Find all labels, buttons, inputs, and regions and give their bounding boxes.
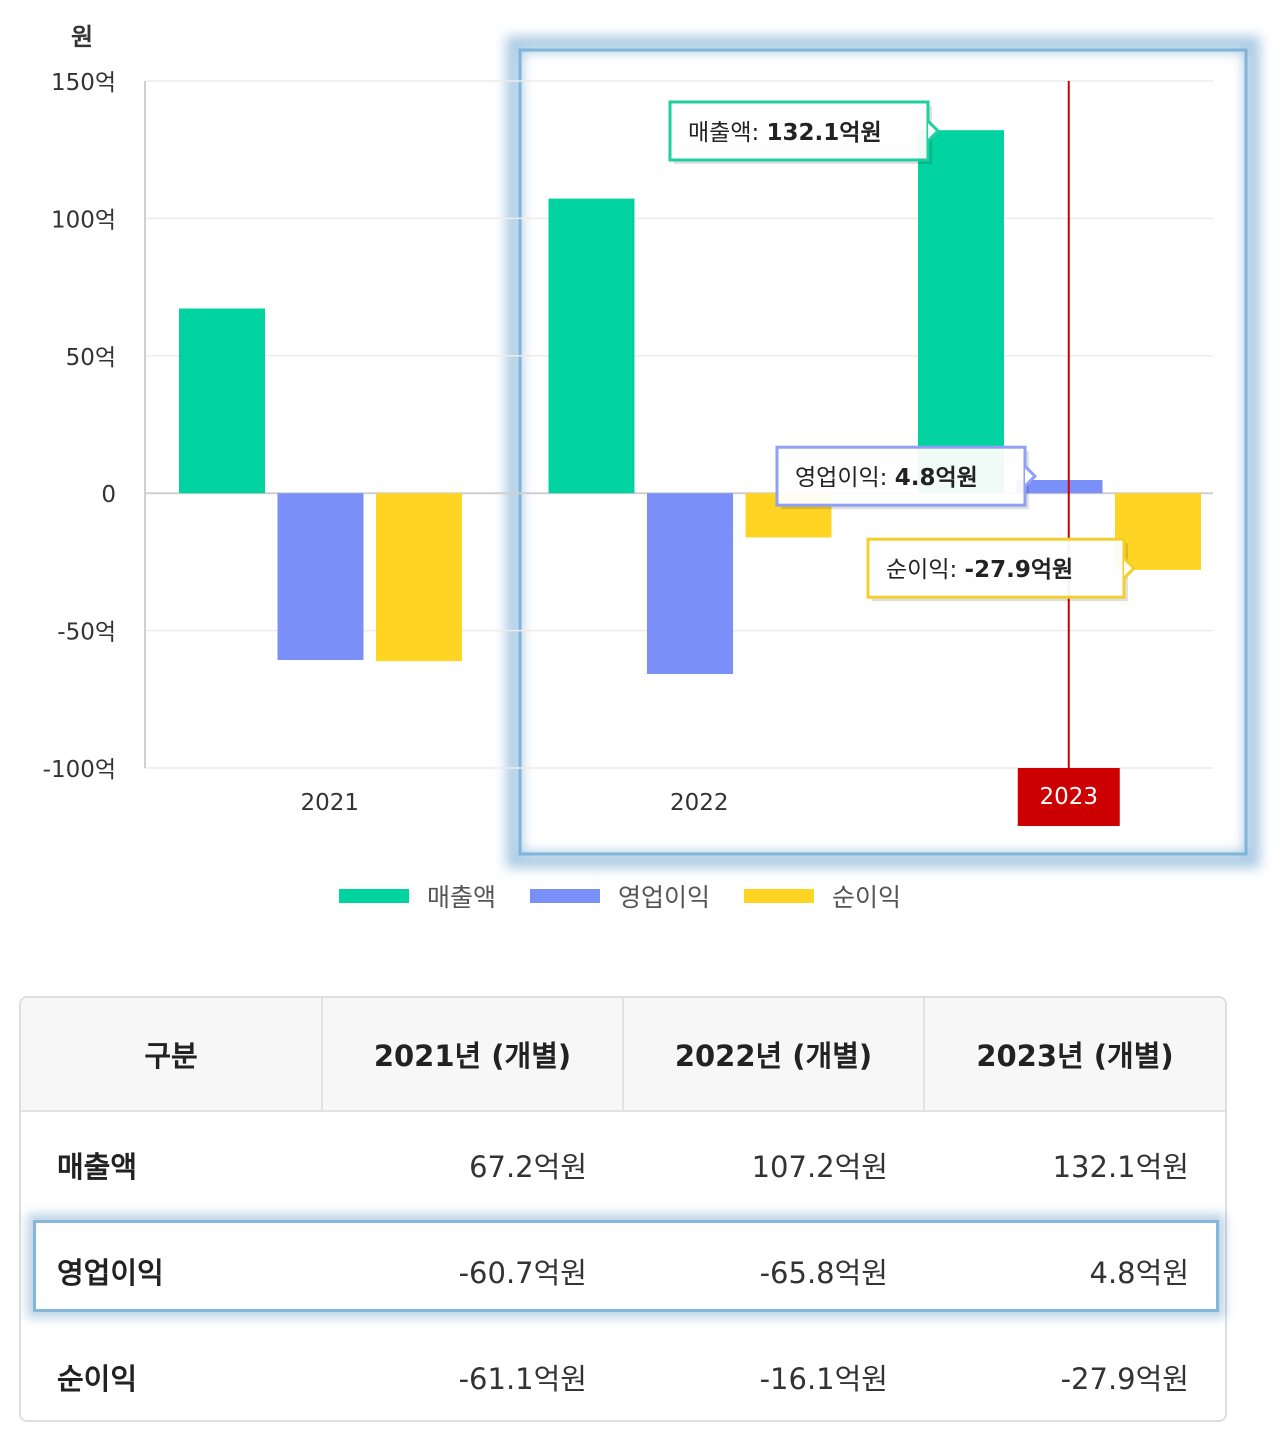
cell-value: -61.1억원	[458, 1362, 587, 1396]
cell-value: 4.8억원	[1089, 1256, 1189, 1290]
financial-table: 구분 2021년 (개별) 2022년 (개별) 2023년 (개별) 매출액 …	[19, 996, 1227, 1422]
tooltip-pointer	[1023, 465, 1038, 488]
y-tick-label: -100억	[43, 757, 116, 783]
legend-swatch	[744, 889, 814, 903]
bar-2023-1	[1016, 480, 1103, 494]
header-2023: 2023년 (개별)	[924, 998, 1225, 1112]
legend-swatch	[529, 889, 600, 903]
legend-item-2[interactable]: 순이익	[744, 878, 901, 914]
tooltip-2: 순이익: -27.9억원	[866, 537, 1137, 602]
cell-value: -60.7억원	[458, 1256, 587, 1290]
row-label: 영업이익	[57, 1256, 164, 1290]
bar-2021-0	[179, 308, 265, 494]
row-label: 순이익	[57, 1362, 138, 1396]
cell-value: -16.1억원	[759, 1362, 888, 1396]
tooltip-text: 순이익: -27.9억원	[886, 557, 1073, 583]
cell-value: 132.1억원	[1052, 1150, 1189, 1184]
financial-bar-chart: 원 150억 100억 50억 0 -50억 -100억 2021 2022 2023 매출액:…	[43, 23, 1260, 868]
tooltip-0: 매출액: 132.1억원	[668, 100, 941, 164]
legend-item-0[interactable]: 매출액	[338, 878, 496, 914]
bar-2021-2	[376, 493, 462, 662]
focus-highlight-frame	[506, 36, 1260, 868]
y-axis-unit-label: 원	[71, 23, 93, 51]
legend-label: 영업이익	[617, 883, 710, 912]
tooltip-box	[668, 100, 930, 162]
y-tick-label: 100억	[51, 207, 116, 233]
legend-label: 매출액	[426, 883, 496, 912]
bar-2023-2	[1115, 493, 1201, 570]
legend-item-1[interactable]: 영업이익	[529, 878, 710, 914]
bar-2021-1	[277, 493, 364, 661]
header-2021: 2021년 (개별)	[322, 998, 624, 1112]
cell-value: -65.8억원	[759, 1256, 888, 1290]
header-category: 구분	[21, 998, 323, 1112]
x-tick-label: 2021	[300, 790, 359, 816]
table-row-net-income: 순이익 -61.1억원 -16.1억원 -27.9억원	[21, 1324, 1225, 1420]
y-tick-label: -50억	[57, 620, 116, 646]
cell-value: 67.2억원	[469, 1150, 587, 1184]
y-tick-label: 50억	[66, 345, 116, 371]
tooltip-text: 매출액: 132.1억원	[688, 120, 882, 146]
tooltip-pointer	[1122, 557, 1137, 580]
tooltip-box	[775, 445, 1027, 507]
bar-2022-0	[548, 198, 635, 494]
tooltip-pointer	[926, 119, 941, 143]
tooltip-1: 영업이익: 4.8억원	[775, 445, 1038, 510]
tooltip-value: 132.1억원	[767, 120, 882, 146]
x-tick-label: 2022	[670, 790, 729, 816]
y-tick-label: 0	[101, 482, 116, 508]
table-row-operating-profit: 영업이익 -60.7억원 -65.8억원 4.8억원	[21, 1218, 1225, 1324]
tooltip-box	[866, 537, 1126, 599]
table-row-revenue: 매출액 67.2억원 107.2억원 132.1억원	[21, 1111, 1225, 1218]
tooltip-series-label: 영업이익:	[795, 465, 895, 491]
tooltip-value: -27.9억원	[965, 557, 1074, 583]
header-2022: 2022년 (개별)	[623, 998, 925, 1112]
tooltip-series-label: 순이익:	[886, 557, 965, 583]
bar-2022-1	[647, 493, 733, 675]
bar-2023-0	[918, 130, 1004, 494]
tooltip-text: 영업이익: 4.8억원	[795, 465, 978, 491]
table-header-row: 구분 2021년 (개별) 2022년 (개별) 2023년 (개별)	[21, 998, 1225, 1112]
y-tick-label: 150억	[51, 70, 116, 96]
tooltip-value: 4.8억원	[895, 465, 978, 491]
cell-value: -27.9억원	[1060, 1362, 1189, 1396]
cell-value: 107.2억원	[751, 1150, 888, 1184]
x-tick-highlight-box	[1017, 768, 1120, 826]
legend-swatch	[338, 889, 409, 903]
row-label: 매출액	[57, 1150, 138, 1184]
legend-label: 순이익	[832, 883, 902, 912]
chart-legend: 매출액 영업이익 순이익	[0, 878, 1240, 914]
x-tick-label: 2023	[1039, 784, 1098, 810]
tooltip-series-label: 매출액:	[688, 120, 767, 146]
